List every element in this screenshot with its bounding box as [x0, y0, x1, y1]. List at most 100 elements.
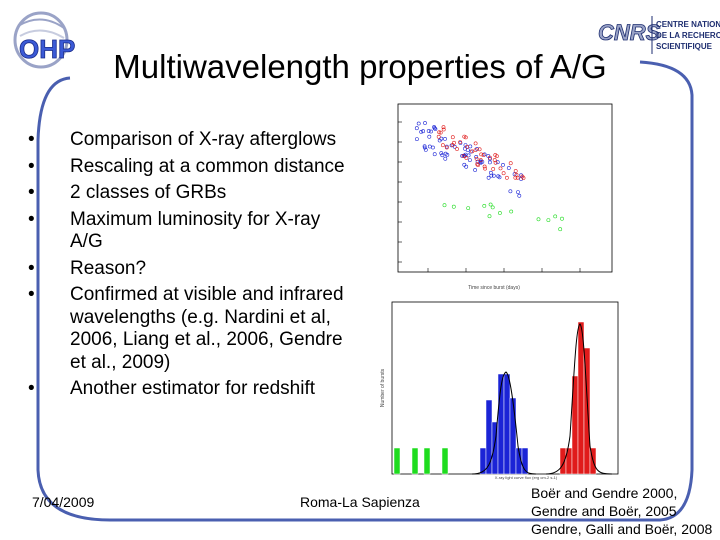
scatter-point [488, 155, 492, 160]
scatter-point [498, 211, 502, 215]
scatter-point [479, 152, 484, 157]
scatter-point [416, 121, 421, 126]
scatter-point [465, 144, 469, 149]
scatter-point [437, 130, 442, 135]
histogram-bar [583, 347, 591, 475]
scatter-point [443, 137, 447, 141]
scatter-point [443, 156, 448, 161]
scatter-point [427, 144, 432, 149]
scatter-point [468, 158, 472, 163]
histogram-bars [393, 321, 597, 475]
reference-line: Gendre and Boër, 2005 [531, 503, 677, 519]
scatter-point [461, 154, 466, 158]
scatter-point [432, 152, 437, 157]
histogram-bar [441, 447, 449, 475]
scatter-point [474, 156, 479, 161]
svg-text:CENTRE NATIONAL: CENTRE NATIONAL [656, 20, 720, 29]
scatter-point [422, 144, 427, 149]
reference-line: Gendre, Galli and Boër, 2008 [531, 521, 713, 537]
scatter-point [464, 156, 469, 160]
scatter-point [504, 175, 509, 180]
bullet-glyph: • [28, 129, 35, 150]
scatter-point [477, 147, 482, 152]
slide-title: Multiwavelength properties of A/G [113, 48, 607, 85]
bullet-text: Reason? [70, 257, 147, 279]
scatter-point [468, 149, 473, 154]
scatter-point [414, 126, 419, 131]
bullet-text: Maximum luminosity for X-ray A/G [70, 208, 321, 253]
bullet-text: Comparison of X-ray afterglows [70, 129, 337, 150]
scatter-point [443, 151, 448, 156]
bottom-xaxis-label: X-ray light curve flux (erg cm-2 s-1) [495, 475, 558, 480]
svg-text:CNRS: CNRS [598, 20, 661, 45]
scatter-point [509, 209, 514, 214]
scatter-point [442, 203, 447, 208]
scatter-point [508, 189, 513, 194]
scatter-point [450, 135, 455, 140]
scatter-point [478, 158, 483, 162]
scatter-points [414, 121, 564, 232]
scatter-point [421, 129, 426, 134]
scatter-point [466, 153, 471, 158]
luminosity-histogram: Number of bursts X-ray light curve flux … [380, 301, 619, 480]
scatter-point [473, 141, 478, 146]
scatter-point [483, 166, 488, 171]
histogram-bar [411, 447, 419, 475]
cnrs-logo: CNRS CENTRE NATIONAL DE LA RECHERCHE SCI… [598, 16, 720, 54]
scatter-point [501, 163, 505, 167]
scatter-point [482, 164, 487, 169]
scatter-point [441, 125, 446, 130]
histogram-bar [509, 397, 517, 475]
scatter-point [476, 163, 480, 168]
blue-gaussian-curve [471, 371, 537, 475]
scatter-point [487, 214, 492, 219]
scatter-point [489, 173, 494, 178]
scatter-point [441, 143, 445, 148]
scatter-point [474, 155, 479, 159]
scatter-point [490, 205, 495, 210]
scatter-point [501, 171, 506, 176]
scatter-point [439, 151, 444, 156]
svg-text:OHP: OHP [19, 34, 75, 64]
scatter-point [460, 154, 465, 158]
bullet-item: • Reason? [26, 258, 356, 281]
scatter-point [496, 174, 501, 179]
scatter-point [462, 162, 467, 167]
footer-date: 7/04/2009 [32, 494, 95, 510]
scatter-point [489, 170, 493, 175]
bullet-item: • 2 classes of GRBs [26, 182, 356, 205]
scatter-point [466, 206, 471, 211]
histogram-bar [491, 421, 499, 475]
bullet-item: • Maximum luminosity for X-ray A/G [26, 209, 356, 254]
histogram-bar [485, 399, 493, 475]
bullet-glyph: • [28, 155, 35, 177]
scatter-point [451, 204, 456, 209]
scatter-point [458, 140, 463, 145]
histogram-bar [423, 447, 431, 475]
scatter-point [473, 148, 478, 153]
scatter-point [512, 172, 517, 177]
scatter-point [422, 145, 427, 150]
bullet-item: • Comparison of X-ray afterglows [26, 129, 356, 152]
bullet-glyph: • [28, 182, 35, 203]
scatter-point [436, 134, 441, 139]
bullet-text: Rescaling at a common distance [70, 155, 345, 177]
scatter-point [558, 227, 563, 232]
bullet-text: Another estimator for redshift [70, 378, 315, 399]
scatter-point [481, 153, 486, 158]
svg-text:SCIENTIFIQUE: SCIENTIFIQUE [656, 42, 713, 51]
scatter-point [508, 161, 513, 166]
bullet-glyph: • [28, 208, 35, 230]
scatter-point [536, 217, 541, 222]
bullet-item: • Another estimator for redshift [26, 378, 356, 401]
scatter-point [455, 147, 459, 151]
bottom-yaxis-label: Number of bursts [380, 368, 386, 407]
scatter-point [520, 174, 525, 179]
references: Boër and Gendre 2000, Gendre and Boër, 2… [531, 484, 712, 538]
histogram-bar [559, 447, 567, 475]
afterglow-lightcurves-plot: Time since burst (days) [397, 103, 613, 291]
scatter-point [441, 127, 446, 132]
scatter-point [473, 168, 478, 172]
scatter-point [486, 175, 491, 180]
